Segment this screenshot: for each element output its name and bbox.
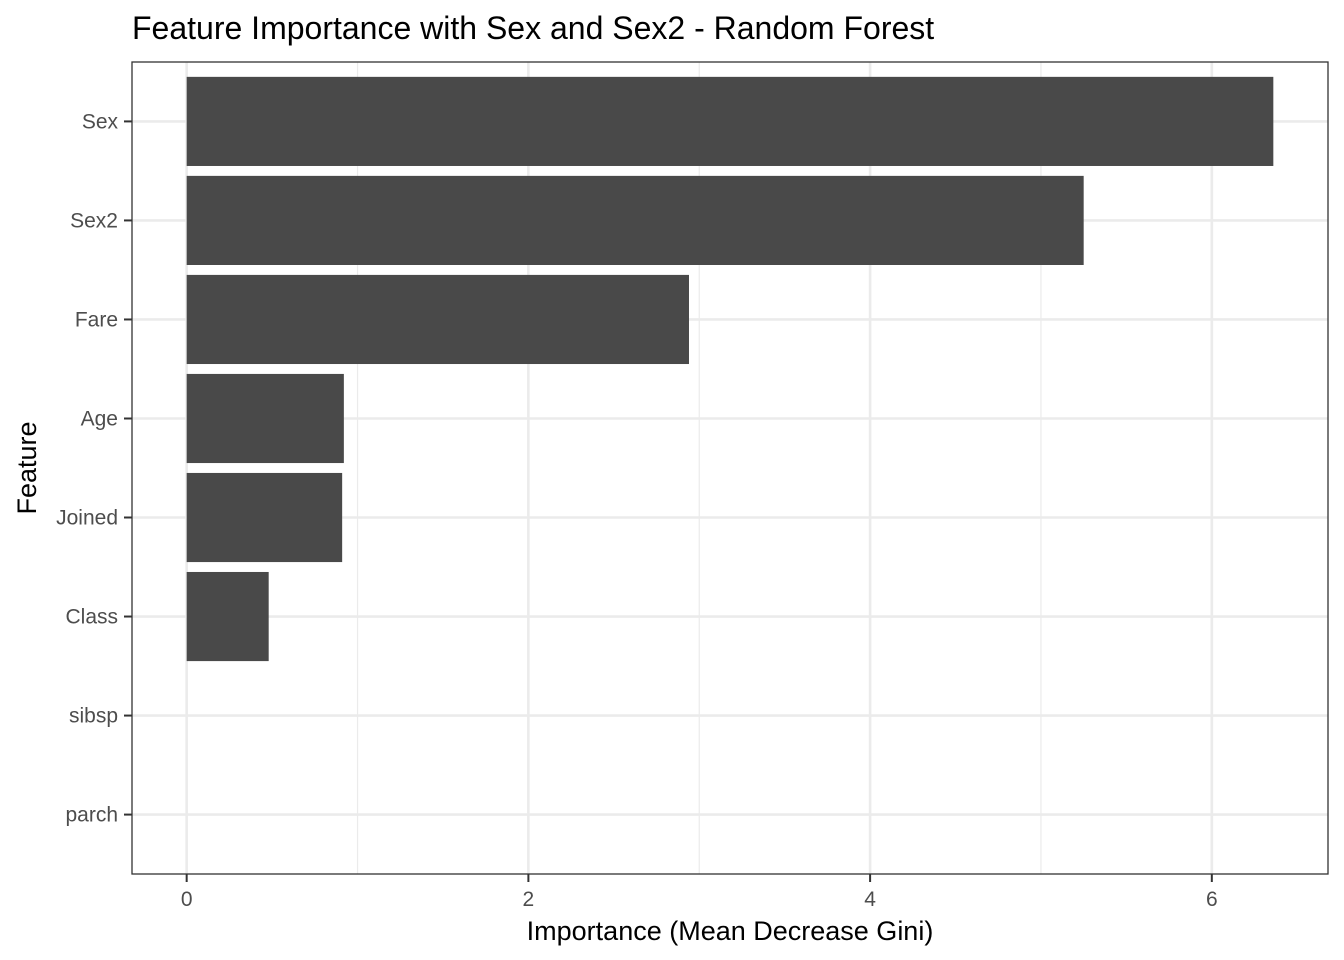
y-axis: Sex Sex2 Fare Age Joined Class sibsp parch (56, 110, 132, 827)
chart-title: Feature Importance with Sex and Sex2 - R… (132, 10, 934, 46)
bar-age (186, 373, 344, 464)
x-axis: 0 2 4 6 (181, 874, 1218, 911)
y-tick-label: Joined (56, 507, 118, 530)
y-tick-label: Fare (75, 308, 118, 331)
bar-sex2 (186, 175, 1084, 265)
y-tick-label: sibsp (69, 705, 118, 728)
x-axis-title: Importance (Mean Decrease Gini) (527, 916, 934, 946)
bar-sex (186, 76, 1274, 166)
x-tick-label: 6 (1206, 888, 1218, 911)
bar-joined (186, 472, 343, 563)
y-tick-label: parch (65, 804, 118, 827)
x-tick-label: 2 (523, 888, 535, 911)
y-tick-label: Age (81, 407, 118, 430)
bar-class (186, 571, 269, 662)
y-tick-label: Class (65, 606, 118, 629)
bar-fare (186, 274, 689, 365)
y-tick-label: Sex (82, 110, 119, 133)
y-axis-title: Feature (12, 421, 42, 514)
x-tick-label: 4 (864, 888, 876, 911)
bars (186, 76, 1274, 662)
x-tick-label: 0 (181, 888, 193, 911)
panel-border (131, 61, 1329, 875)
y-tick-label: Sex2 (70, 209, 118, 232)
